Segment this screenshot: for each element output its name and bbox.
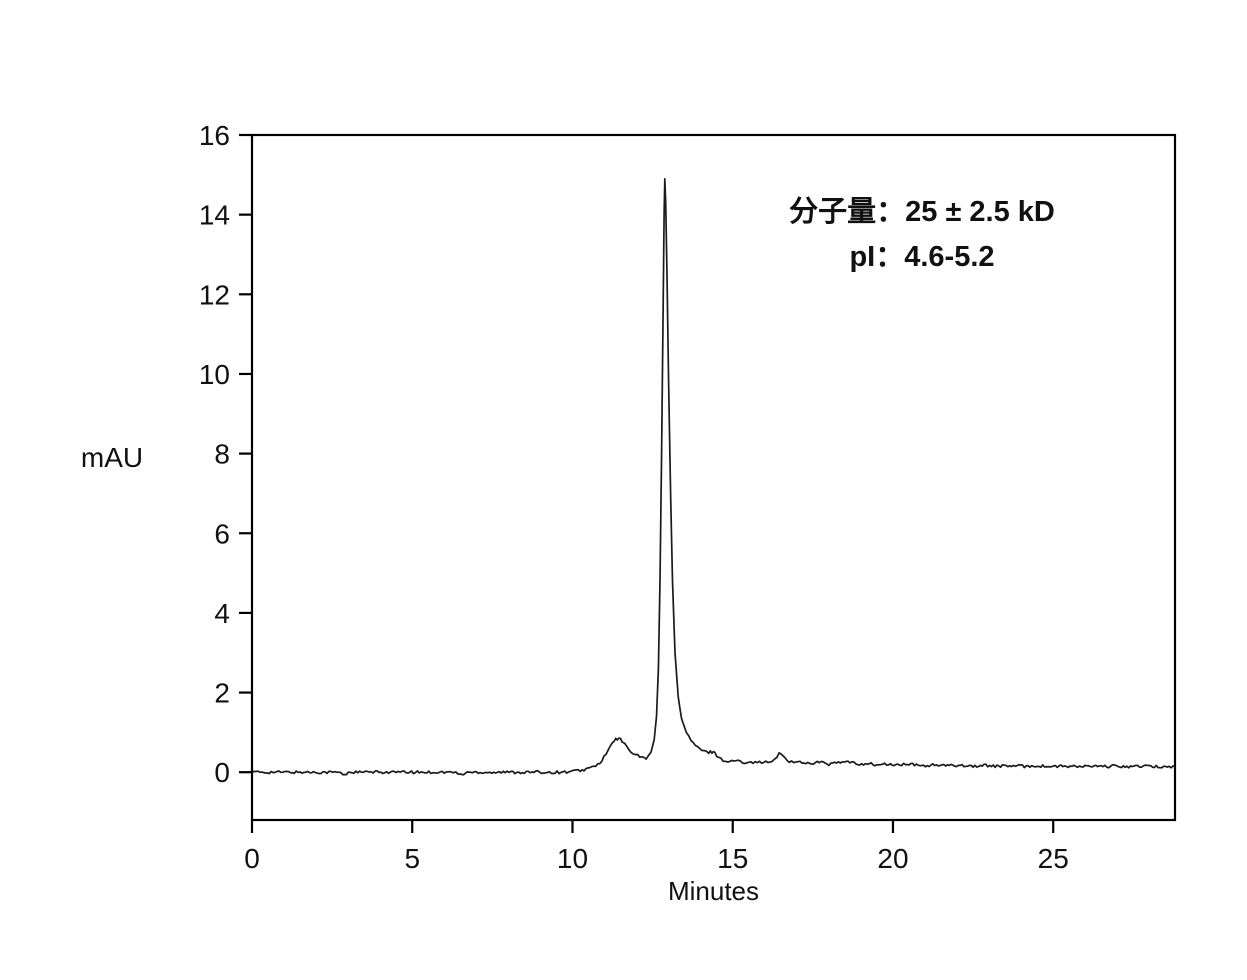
- annotation-block: 分子量：25 ± 2.5 kD pI：4.6-5.2: [752, 190, 1092, 280]
- y-tick-label: 12: [199, 279, 230, 310]
- annotation-molecular-weight: 分子量：25 ± 2.5 kD: [789, 196, 1055, 228]
- x-tick-label: 15: [717, 843, 748, 874]
- annotation-pi: pI：4.6-5.2: [849, 241, 995, 273]
- y-tick-label: 6: [214, 518, 230, 549]
- y-tick-label: 4: [214, 598, 230, 629]
- plot-frame: [250, 133, 1177, 822]
- y-tick-label: 2: [214, 678, 230, 709]
- y-tick-label: 0: [214, 757, 230, 788]
- y-tick-label: 14: [199, 200, 230, 231]
- x-tick-label: 10: [557, 843, 588, 874]
- y-axis-title: mAU: [80, 442, 144, 473]
- y-tick-label: 16: [199, 120, 230, 151]
- y-tick-label: 10: [199, 359, 230, 390]
- x-tick-label: 25: [1038, 843, 1069, 874]
- y-tick-label: 8: [214, 439, 230, 470]
- x-axis-title: Minutes: [667, 876, 760, 906]
- x-tick-label: 5: [404, 843, 420, 874]
- x-tick-label: 0: [244, 843, 260, 874]
- x-tick-label: 20: [877, 843, 908, 874]
- uv-absorbance-trace: [251, 177, 1176, 776]
